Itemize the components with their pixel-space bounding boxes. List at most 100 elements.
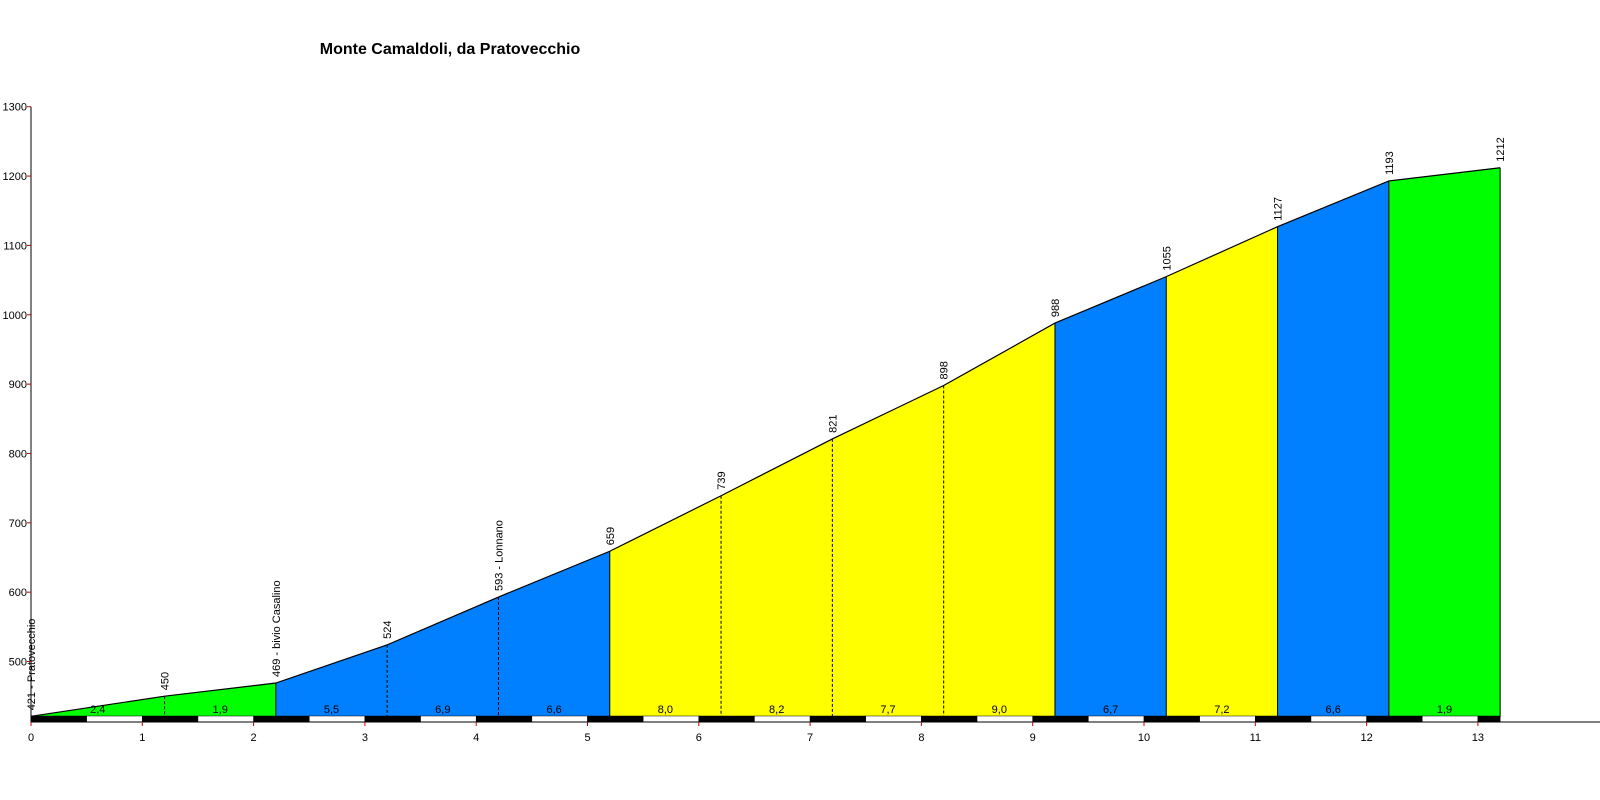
altitude-label: 1055: [1161, 246, 1173, 270]
gradient-label: 8,0: [658, 704, 673, 716]
x-tick-label: 10: [1138, 732, 1150, 744]
scale-bar-block: [1255, 715, 1312, 723]
x-tick-label: 1: [139, 732, 145, 744]
segment-area: [1388, 167, 1501, 718]
altitude-label: 659: [605, 527, 617, 545]
x-tick-label: 5: [584, 732, 590, 744]
profile-line-group: [30, 167, 1501, 717]
gradient-label: 6,6: [1326, 704, 1341, 716]
scale-bar-block: [197, 715, 254, 723]
gradient-label-group: 2,4 1,9 5,5 6,9 6,6 8,0 8,2 7,7 9,0 6,7 7,2 6,6 1,9: [90, 704, 1452, 716]
gradient-label: 6,6: [546, 704, 561, 716]
segment-divider-group: [164, 167, 1501, 717]
x-tick-label: 2: [251, 732, 257, 744]
scale-bar-block: [1088, 715, 1145, 723]
scale-bar-block: [86, 715, 143, 723]
altitude-label-group: 421 - Pratovecchio 450 469 - bivio Casalin…: [26, 137, 1507, 710]
scale-bar-block: [1366, 715, 1423, 723]
scale-bar-block: [698, 715, 755, 723]
scale-bar-block: [1477, 715, 1501, 723]
segment-area: [1277, 180, 1389, 717]
scale-bar-block: [921, 715, 978, 723]
scale-bar-block: [642, 715, 700, 723]
y-tick-label: 1300: [3, 102, 27, 114]
km-scale-bar: [30, 715, 1501, 723]
segment-area: [387, 597, 499, 717]
scale-bar-block: [531, 715, 588, 723]
x-axis: 0 1 2 3 4 5 6 7 8 9 10 11 12 13: [28, 721, 1600, 744]
segment-area: [164, 683, 276, 717]
y-tick-label: 900: [9, 379, 27, 391]
gradient-label: 6,7: [1103, 704, 1118, 716]
scale-bar-block: [475, 715, 533, 723]
segment-area: [943, 323, 1055, 717]
altitude-label: 1127: [1273, 197, 1285, 221]
gradient-label: 7,2: [1214, 704, 1229, 716]
gradient-label: 6,9: [435, 704, 450, 716]
profile-line: [30, 167, 1501, 717]
y-tick-label: 700: [9, 518, 27, 530]
x-tick-label: 11: [1250, 732, 1261, 744]
altitude-label: 739: [716, 471, 728, 489]
segment-area: [721, 438, 833, 717]
scale-bar-block: [1032, 715, 1089, 723]
segment-area: [609, 495, 722, 717]
scale-bar-block: [809, 715, 866, 723]
altitude-label: 1212: [1495, 137, 1507, 161]
x-tick-label: 6: [696, 732, 702, 744]
altitude-label: 524: [382, 621, 394, 639]
scale-bar-block: [309, 715, 366, 723]
gradient-label: 5,5: [324, 704, 339, 716]
x-tick-label: 12: [1360, 732, 1372, 744]
y-tick-label: 500: [9, 657, 27, 669]
profile-area-group: [31, 167, 1501, 718]
scale-bar-block: [587, 715, 644, 723]
y-tick-label: 1000: [3, 310, 27, 322]
y-tick-label: 600: [9, 587, 27, 599]
segment-area: [498, 551, 610, 717]
scale-bar-block: [253, 715, 310, 723]
gradient-label: 2,4: [90, 704, 105, 716]
scale-bar-block: [1199, 715, 1256, 723]
x-tick-label: 0: [28, 732, 34, 744]
scale-bar-block: [1422, 715, 1479, 723]
segment-area: [1166, 226, 1278, 717]
scale-bar-block: [976, 715, 1033, 723]
y-axis: 500 600 700 800 900 1000 1100 1200 1300: [3, 102, 32, 722]
gradient-label: 1,9: [213, 704, 228, 716]
scale-bar-block: [1310, 715, 1367, 723]
segment-area: [832, 385, 944, 717]
gradient-label: 8,2: [769, 704, 784, 716]
altitude-label: 898: [939, 361, 951, 379]
y-tick-label: 1200: [3, 171, 27, 183]
altitude-label: 988: [1050, 299, 1062, 317]
gradient-label: 1,9: [1437, 704, 1452, 716]
altitude-label: 469 - bivio Casalino: [271, 580, 283, 677]
y-tick-label: 800: [9, 448, 27, 460]
x-tick-label: 3: [362, 732, 368, 744]
scale-bar-block: [1143, 715, 1200, 723]
altitude-label: 450: [160, 672, 172, 690]
scale-bar-block: [754, 715, 811, 723]
x-tick-label: 9: [1030, 732, 1036, 744]
gradient-label: 9,0: [992, 704, 1007, 716]
gradient-label: 7,7: [880, 704, 895, 716]
scale-bar-block: [420, 715, 477, 723]
y-tick-label: 1100: [3, 240, 27, 252]
x-tick-label: 8: [918, 732, 924, 744]
scale-bar-block: [30, 715, 87, 723]
scale-bar-block: [142, 715, 199, 723]
altitude-label: 593 - Lonnano: [493, 520, 505, 591]
scale-bar-block: [364, 715, 421, 723]
altitude-label: 421 - Pratovecchio: [26, 619, 38, 711]
segment-area: [1054, 276, 1167, 717]
scale-bar-block: [865, 715, 922, 723]
altitude-label: 1193: [1384, 151, 1396, 175]
x-tick-label: 13: [1472, 732, 1484, 744]
altitude-label: 821: [827, 415, 839, 433]
chart-title: Monte Camaldoli, da Pratovecchio: [320, 41, 581, 58]
x-tick-label: 7: [807, 732, 813, 744]
segment-area: [275, 644, 388, 717]
x-tick-label: 4: [473, 732, 479, 744]
